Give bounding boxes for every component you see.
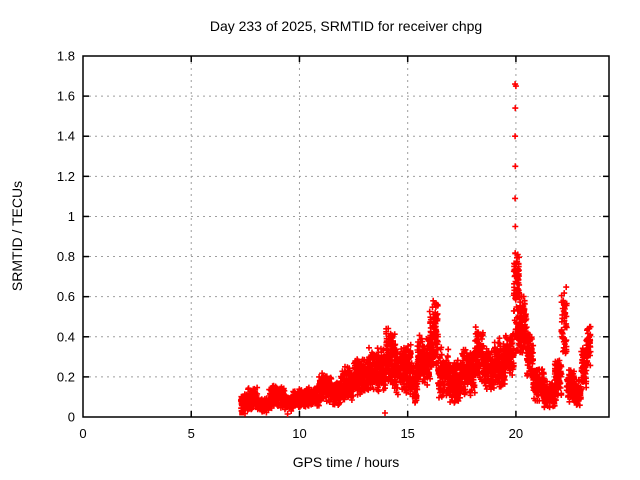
y-tick-label: 1.2 bbox=[57, 169, 75, 184]
tick-labels: 0 5 10 15 20 0 0.2 0.4 0.6 0.8 1 1.2 1.4 1.6 1.8 bbox=[57, 49, 523, 442]
y-tick-label: 0 bbox=[68, 410, 75, 425]
tick-marks bbox=[83, 56, 609, 417]
x-tick-label: 15 bbox=[400, 426, 414, 441]
plot-border bbox=[82, 55, 610, 418]
x-tick-label: 20 bbox=[509, 426, 523, 441]
y-tick-label: 1 bbox=[68, 209, 75, 224]
x-axis-label: GPS time / hours bbox=[293, 454, 400, 470]
y-tick-label: 1.6 bbox=[57, 89, 75, 104]
y-tick-label: 0.2 bbox=[57, 369, 75, 384]
x-tick-label: 5 bbox=[188, 426, 195, 441]
y-tick-label: 1.4 bbox=[57, 129, 75, 144]
x-tick-label: 10 bbox=[292, 426, 306, 441]
y-tick-label: 0.4 bbox=[57, 329, 75, 344]
first-data-point-square-marker bbox=[239, 410, 245, 416]
y-axis-label: SRMTID / TECUs bbox=[9, 181, 25, 291]
chart-title: Day 233 of 2025, SRMTID for receiver chp… bbox=[210, 18, 482, 34]
y-tick-label: 1.8 bbox=[57, 49, 75, 64]
x-tick-label: 0 bbox=[79, 426, 86, 441]
y-tick-label: 0.8 bbox=[57, 249, 75, 264]
y-tick-label: 0.6 bbox=[57, 289, 75, 304]
scatter-data-points bbox=[238, 81, 594, 417]
